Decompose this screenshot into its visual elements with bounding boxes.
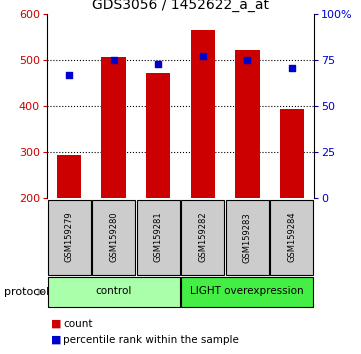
Text: GSM159279: GSM159279: [65, 212, 74, 263]
Bar: [48, 277, 180, 307]
Bar: [137, 200, 180, 275]
Bar: [146, 73, 170, 198]
Bar: [279, 109, 304, 198]
Point: [111, 57, 117, 63]
Bar: [92, 200, 135, 275]
Text: GSM159280: GSM159280: [109, 212, 118, 263]
Text: ■: ■: [51, 335, 61, 344]
Bar: [191, 30, 215, 198]
Text: GSM159282: GSM159282: [198, 212, 207, 263]
Text: protocol: protocol: [4, 287, 49, 297]
Bar: [48, 200, 91, 275]
Text: percentile rank within the sample: percentile rank within the sample: [63, 335, 239, 344]
Bar: [235, 50, 260, 198]
Bar: [270, 200, 313, 275]
Bar: [57, 155, 82, 198]
Bar: [101, 57, 126, 198]
Point: [155, 61, 161, 67]
Text: ■: ■: [51, 319, 61, 329]
Text: GSM159284: GSM159284: [287, 212, 296, 263]
Text: GSM159281: GSM159281: [154, 212, 163, 263]
Bar: [181, 200, 224, 275]
Point: [66, 72, 72, 78]
Title: GDS3056 / 1452622_a_at: GDS3056 / 1452622_a_at: [92, 0, 269, 12]
Bar: [226, 200, 269, 275]
Text: control: control: [96, 286, 132, 296]
Text: GSM159283: GSM159283: [243, 212, 252, 263]
Text: LIGHT overexpression: LIGHT overexpression: [191, 286, 304, 296]
Point: [200, 54, 206, 59]
Point: [244, 57, 250, 63]
Bar: [181, 277, 313, 307]
Point: [289, 65, 295, 70]
Text: count: count: [63, 319, 93, 329]
